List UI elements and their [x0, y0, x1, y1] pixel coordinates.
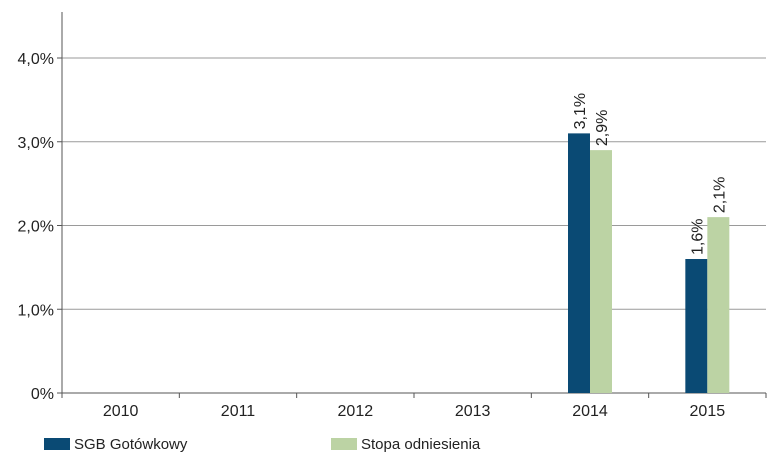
y-tick-label-0: 0% — [31, 386, 54, 403]
x-tick-label-2015: 2015 — [690, 403, 726, 420]
legend-item-series-2: Stopa odniesienia — [331, 434, 480, 454]
bar-series-1-2014 — [568, 133, 590, 393]
data-label-series-1-2015: 1,6% — [689, 219, 706, 255]
x-tick-label-2011: 2011 — [221, 403, 256, 420]
x-tick-label-2012: 2012 — [338, 403, 374, 420]
y-tick-label-4: 4,0% — [18, 51, 54, 68]
legend-swatch-series-2 — [331, 438, 357, 450]
bar-series-1-2015 — [685, 259, 708, 393]
x-tick-label-2010: 2010 — [103, 403, 139, 420]
y-tick-label-3: 3,0% — [18, 135, 54, 152]
legend-label-series-1: SGB Gotówkowy — [74, 435, 188, 453]
bar-series-2-2014 — [590, 150, 612, 393]
y-tick-label-1: 1,0% — [18, 302, 54, 319]
legend-label-series-2: Stopa odniesienia — [361, 435, 481, 453]
x-tick-label-2014: 2014 — [572, 403, 608, 420]
bar-series-2-2015 — [707, 217, 730, 393]
legend-item-series-1: SGB Gotówkowy — [44, 434, 187, 454]
x-tick-label-2013: 2013 — [455, 403, 491, 420]
data-label-series-1-2014: 3,1% — [572, 93, 589, 129]
legend-swatch-series-1 — [44, 438, 70, 450]
data-label-series-2-2014: 2,9% — [594, 110, 611, 146]
y-tick-label-2: 2,0% — [18, 219, 54, 236]
data-label-series-2-2015: 2,1% — [711, 177, 728, 213]
